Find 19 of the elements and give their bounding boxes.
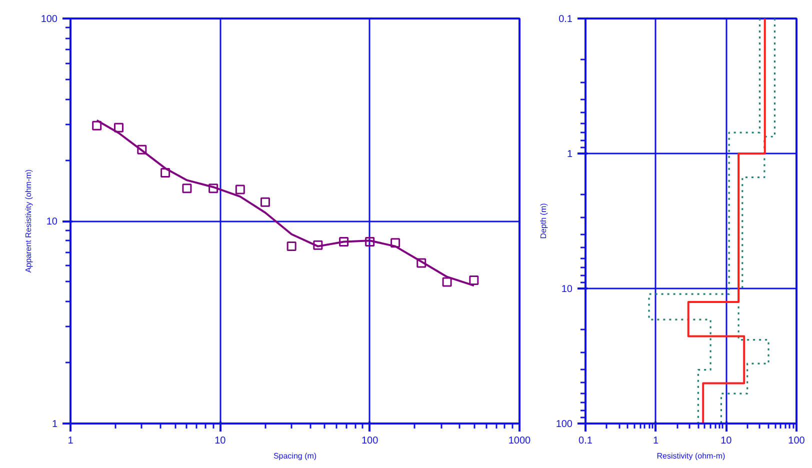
y-tick-label: 1	[566, 149, 573, 160]
y-axis-title: Apparent Resistivity (ohm-m)	[24, 169, 33, 273]
y-tick-label: 10	[561, 284, 573, 295]
y-tick-label: 100	[40, 14, 58, 25]
y-tick-label: 0.1	[558, 14, 573, 25]
y-tick-label: 10	[46, 216, 58, 228]
x-tick-label: 1	[68, 436, 74, 446]
x-tick-label: 10	[720, 436, 732, 446]
x-tick-label: 100	[788, 436, 806, 446]
y-axis-title: Depth (m)	[538, 202, 548, 239]
x-tick-label: 1	[653, 436, 660, 446]
y-tick-label: 100	[556, 419, 573, 430]
x-tick-label: 10	[214, 436, 226, 446]
x-axis-title: Resistivity (ohm-m)	[656, 452, 726, 460]
x-axis-title: Spacing (m)	[273, 452, 317, 460]
x-tick-label: 1000	[508, 436, 532, 446]
x-tick-label: 100	[361, 436, 379, 446]
y-tick-label: 1	[52, 419, 58, 430]
x-tick-label: 0.1	[578, 436, 593, 446]
